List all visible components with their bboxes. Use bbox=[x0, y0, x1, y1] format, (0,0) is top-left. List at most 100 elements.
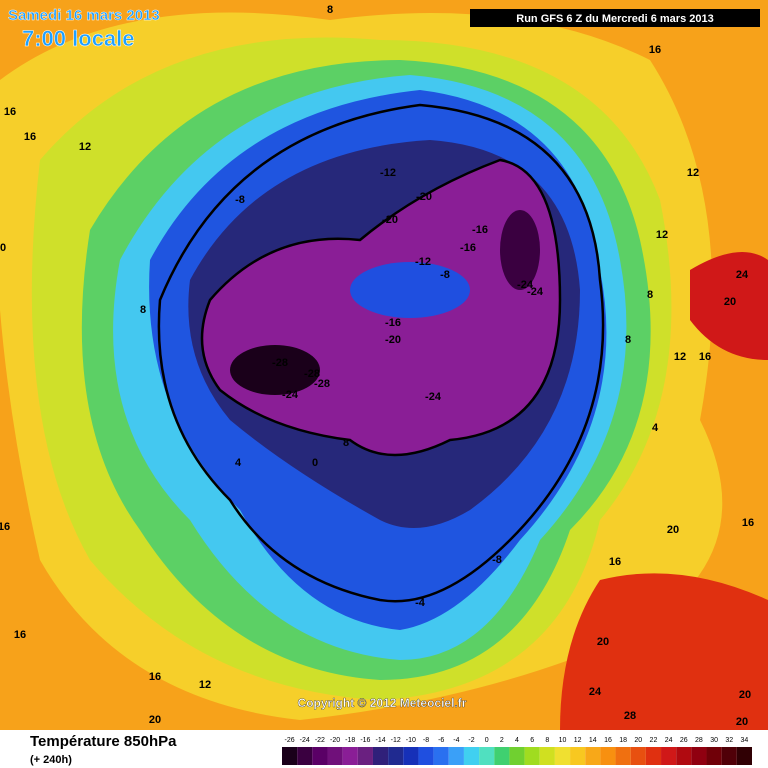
scale-swatch bbox=[736, 747, 752, 765]
contour-label: 24 bbox=[589, 686, 602, 698]
contour-label: 8 bbox=[327, 4, 333, 16]
contour-label: -16 bbox=[472, 224, 488, 236]
scale-swatch bbox=[539, 747, 555, 765]
contour-label: -28 bbox=[304, 368, 320, 380]
scale-label: 0 bbox=[485, 737, 489, 744]
scale-label: 4 bbox=[515, 737, 519, 744]
contour-label: 20 bbox=[739, 689, 751, 701]
scale-label: 18 bbox=[619, 737, 627, 744]
scale-label: -18 bbox=[345, 737, 355, 744]
contour-label: 16 bbox=[649, 44, 661, 56]
scale-label: -2 bbox=[468, 737, 474, 744]
scale-label: 34 bbox=[741, 737, 749, 744]
isotherm bbox=[200, 158, 562, 457]
scale-label: -8 bbox=[423, 737, 429, 744]
contour-label: 28 bbox=[624, 710, 636, 722]
contour-label: 16 bbox=[149, 671, 161, 683]
contour-label: 20 bbox=[597, 636, 609, 648]
scale-swatch bbox=[297, 747, 313, 765]
zone-core bbox=[230, 345, 320, 395]
scale-swatch bbox=[585, 747, 601, 765]
scale-swatch bbox=[327, 747, 343, 765]
scale-swatch bbox=[433, 747, 449, 765]
scale-swatch bbox=[479, 747, 495, 765]
scale-label: 12 bbox=[574, 737, 582, 744]
scale-swatch bbox=[282, 747, 298, 765]
contour-label: 8 bbox=[647, 289, 653, 301]
contour-label: 20 bbox=[149, 714, 161, 726]
contour-label: -24 bbox=[527, 286, 544, 298]
contour-label: 12 bbox=[199, 679, 211, 691]
scale-swatch bbox=[372, 747, 389, 765]
scale-label: 8 bbox=[545, 737, 549, 744]
isotherm bbox=[157, 103, 605, 603]
run-box bbox=[470, 9, 760, 27]
footer-subtitle: (+ 240h) bbox=[30, 754, 72, 766]
scale-label: -12 bbox=[391, 737, 401, 744]
contour-label: -8 bbox=[235, 194, 245, 206]
scale-label: -26 bbox=[285, 737, 295, 744]
scale-swatch bbox=[661, 747, 677, 765]
time: 7:00 locale bbox=[22, 26, 135, 51]
contour-label: -12 bbox=[415, 256, 431, 268]
scale-label: 22 bbox=[650, 737, 658, 744]
scale-swatch bbox=[463, 747, 480, 765]
contour-label: 24 bbox=[736, 269, 749, 281]
zone-hot bbox=[560, 573, 768, 730]
scale-label: 14 bbox=[589, 737, 597, 744]
scale-swatch bbox=[357, 747, 373, 765]
contour-label: -16 bbox=[385, 317, 401, 329]
contour-label: -24 bbox=[425, 391, 442, 403]
contour-label: 12 bbox=[674, 351, 686, 363]
scale-swatch bbox=[554, 747, 571, 765]
scale-swatch bbox=[494, 747, 510, 765]
scale-label: 2 bbox=[500, 737, 504, 744]
scale-swatch bbox=[342, 747, 358, 765]
contour-label: 8 bbox=[343, 437, 349, 449]
contour-label: 16 bbox=[24, 131, 36, 143]
scale-label: -20 bbox=[330, 737, 340, 744]
contour-label: 16 bbox=[4, 106, 16, 118]
scale-swatch bbox=[524, 747, 540, 765]
contour-label: -8 bbox=[492, 554, 502, 566]
scale-label: -24 bbox=[300, 737, 310, 744]
scale-swatch bbox=[403, 747, 419, 765]
zone-hot bbox=[690, 252, 768, 360]
contour-label: 8 bbox=[625, 334, 631, 346]
contour-label: 4 bbox=[652, 422, 659, 434]
scale-label: 6 bbox=[530, 737, 534, 744]
scale-label: 20 bbox=[634, 737, 642, 744]
scale-label: 30 bbox=[710, 737, 718, 744]
scale-label: 26 bbox=[680, 737, 688, 744]
contour-label: 12 bbox=[687, 167, 699, 179]
run-info: Run GFS 6 Z du Mercredi 6 mars 2013 bbox=[516, 13, 713, 25]
footer-title: Température 850hPa bbox=[30, 733, 177, 750]
scale-swatch bbox=[448, 747, 464, 765]
scale-swatch bbox=[645, 747, 662, 765]
contour-label: 16 bbox=[742, 517, 754, 529]
scale-swatch bbox=[630, 747, 646, 765]
scale-swatch bbox=[418, 747, 434, 765]
scale-swatch bbox=[600, 747, 616, 765]
contour-label: 16 bbox=[14, 629, 26, 641]
scale-swatch bbox=[676, 747, 692, 765]
scale-label: -6 bbox=[438, 737, 444, 744]
contour-label: -28 bbox=[314, 378, 330, 390]
scale-swatch bbox=[721, 747, 737, 765]
scale-swatch bbox=[388, 747, 404, 765]
contour-label: 20 bbox=[736, 716, 748, 728]
contour-label: -20 bbox=[416, 191, 432, 203]
contour-label: -12 bbox=[380, 167, 396, 179]
contour-label: 0 bbox=[0, 242, 6, 254]
scale-label: 32 bbox=[725, 737, 733, 744]
scale-label: 28 bbox=[695, 737, 703, 744]
scale-label: -16 bbox=[360, 737, 370, 744]
contour-label: 16 bbox=[0, 521, 10, 533]
scale-swatch bbox=[509, 747, 525, 765]
scale-swatch bbox=[312, 747, 328, 765]
zone-core bbox=[500, 210, 540, 290]
copyright: Copyright © 2012 Meteociel.fr bbox=[298, 696, 467, 710]
contour-label: 4 bbox=[235, 457, 242, 469]
